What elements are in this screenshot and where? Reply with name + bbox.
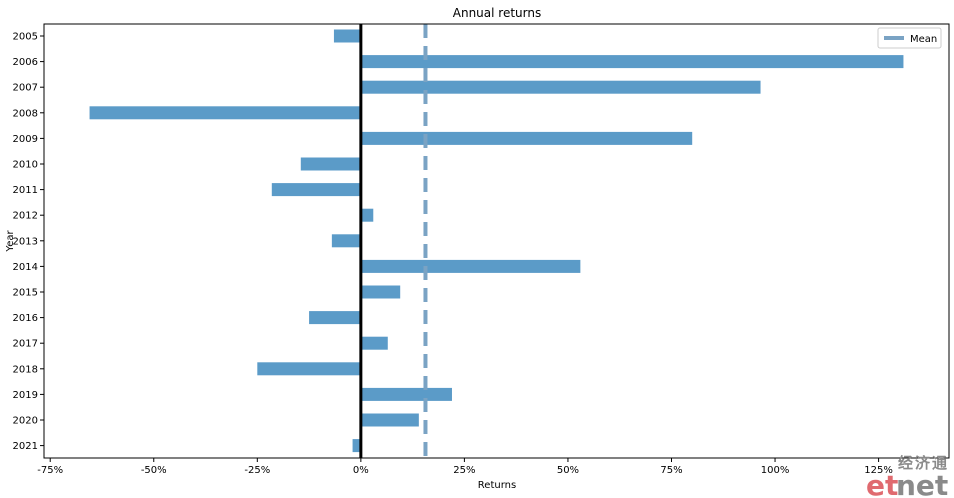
bar-2016 — [309, 311, 361, 325]
y-tick-label: 2006 — [13, 57, 38, 68]
y-tick-label: 2016 — [13, 313, 38, 324]
y-tick-label: 2005 — [13, 32, 38, 43]
bar-2009 — [360, 131, 693, 145]
legend: Mean — [877, 27, 942, 49]
legend-mean-label: Mean — [910, 34, 937, 45]
y-tick-label: 2019 — [13, 390, 38, 401]
bar-2020 — [360, 413, 419, 427]
bar-2012 — [360, 208, 374, 222]
x-tick-label: 75% — [660, 465, 682, 476]
y-tick-label: 2015 — [13, 288, 38, 299]
axes-frame — [43, 23, 950, 459]
bar-2010 — [300, 157, 361, 171]
y-tick-label: 2010 — [13, 160, 38, 171]
y-tick-label: 2017 — [13, 339, 38, 350]
y-tick-label: 2008 — [13, 108, 38, 119]
bar-2008 — [89, 106, 361, 120]
chart-title: Annual returns — [453, 6, 541, 20]
x-tick-label: 50% — [557, 465, 579, 476]
watermark-cn: 经济通 — [898, 454, 949, 472]
bar-2013 — [331, 234, 361, 248]
y-tick-label: 2021 — [13, 441, 38, 452]
bar-2006 — [360, 55, 904, 69]
bar-2018 — [257, 362, 361, 376]
bar-2021 — [352, 439, 361, 453]
y-tick-label: 2013 — [13, 236, 38, 247]
x-tick-label: -50% — [141, 465, 167, 476]
x-tick-label: 25% — [453, 465, 475, 476]
bar-2019 — [360, 387, 452, 401]
x-tick-label: -75% — [37, 465, 63, 476]
y-tick-label: 2018 — [13, 364, 38, 375]
y-tick-label: 2014 — [13, 262, 38, 273]
y-axis-label: Year — [5, 230, 16, 253]
y-tick-label: 2009 — [13, 134, 38, 145]
bar-2007 — [360, 80, 761, 94]
watermark-net: net — [896, 469, 948, 498]
x-axis-label: Returns — [478, 480, 516, 491]
y-tick-label: 2011 — [13, 185, 38, 196]
y-tick-label: 2012 — [13, 211, 38, 222]
y-tick-label: 2007 — [13, 83, 38, 94]
legend-box — [877, 27, 942, 49]
bar-2014 — [360, 259, 581, 273]
bar-2015 — [360, 285, 401, 299]
bar-2017 — [360, 336, 388, 350]
bar-2011 — [271, 183, 361, 197]
x-tick-label: -25% — [244, 465, 270, 476]
bar-2005 — [333, 29, 361, 43]
x-tick-label: 125% — [864, 465, 893, 476]
x-tick-label: 0% — [353, 465, 369, 476]
y-tick-label: 2020 — [13, 416, 38, 427]
x-tick-label: 100% — [761, 465, 790, 476]
watermark-et: et — [866, 469, 898, 498]
etnet-watermark: 经济通 et net — [866, 454, 949, 498]
